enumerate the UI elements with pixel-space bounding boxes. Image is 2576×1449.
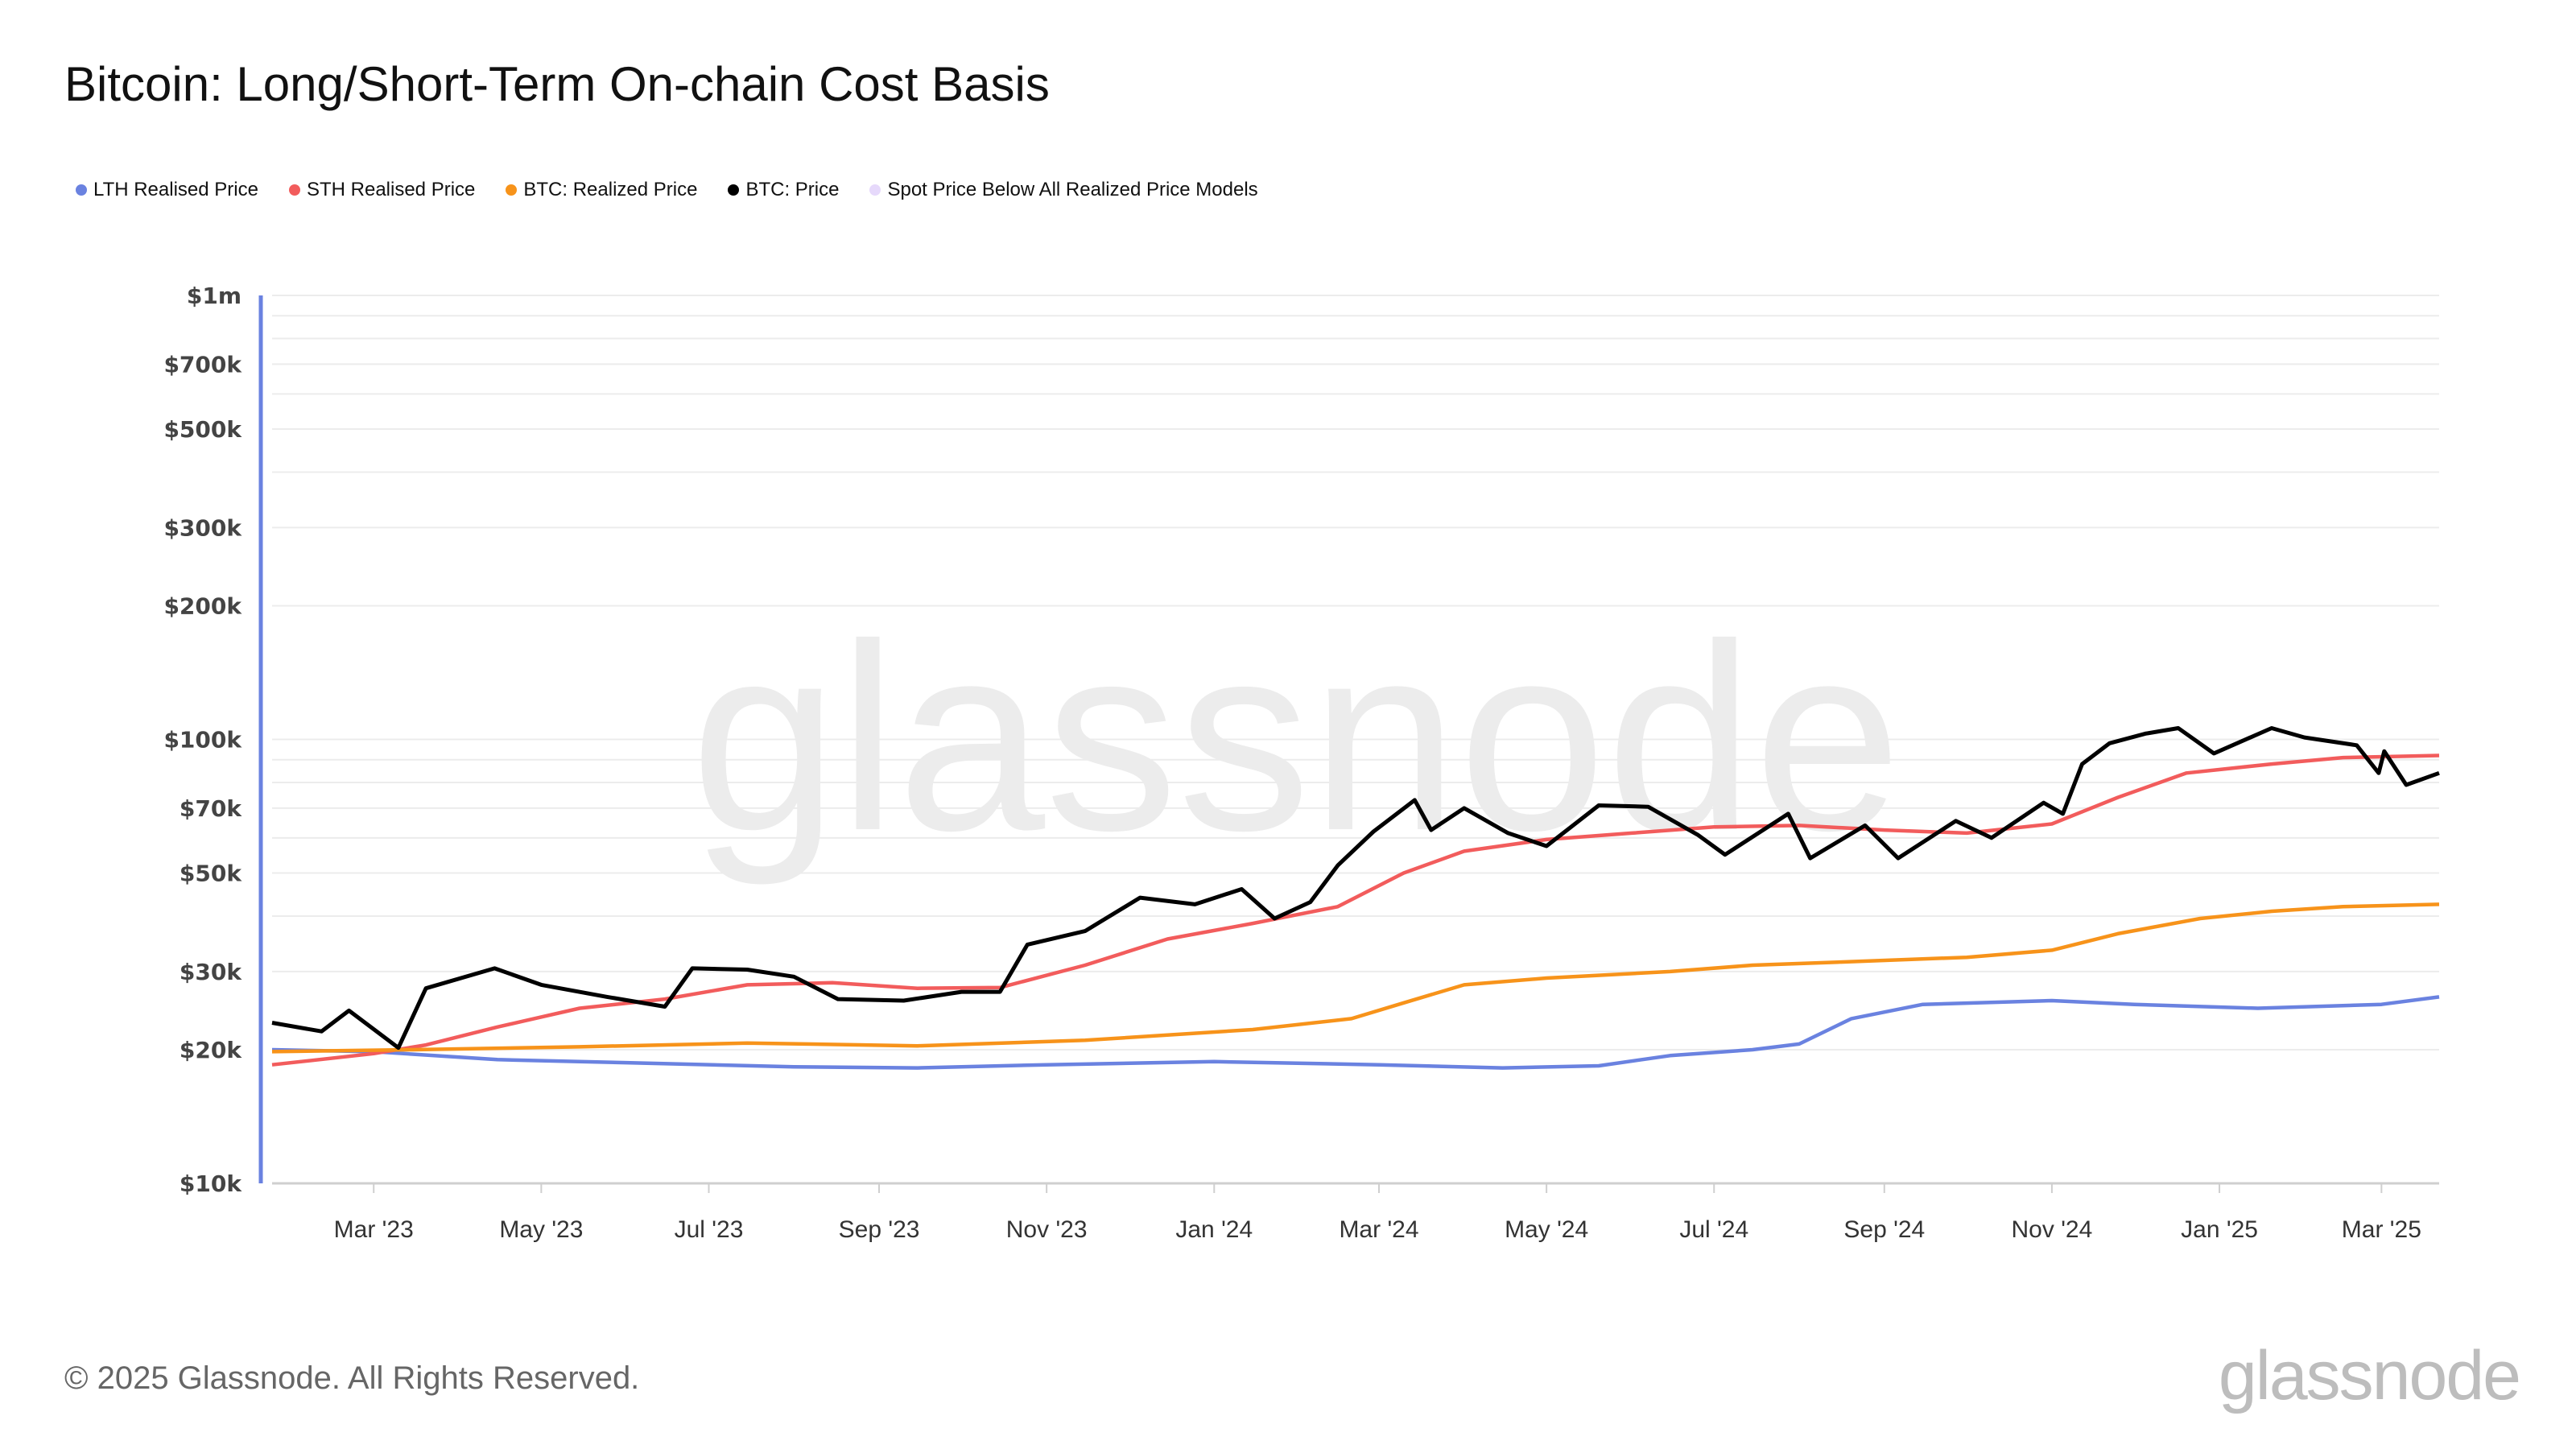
- legend-label: Spot Price Below All Realized Price Mode…: [887, 179, 1258, 200]
- legend-item[interactable]: STH Realised Price: [288, 179, 476, 201]
- series-line-btc-realized-price: [271, 902, 2440, 1054]
- legend-label: LTH Realised Price: [93, 179, 258, 200]
- y-tick-label: $10k: [180, 1170, 242, 1197]
- y-tick-label: $300k: [163, 514, 242, 541]
- legend-dot-icon: [288, 184, 300, 196]
- y-tick-label: $200k: [163, 592, 242, 619]
- x-tick-label: Sep '23: [839, 1216, 920, 1243]
- x-tick-label: Nov '24: [2012, 1216, 2093, 1243]
- legend-dot-icon: [728, 184, 740, 196]
- series-line-lth-realised-price: [271, 995, 2440, 1070]
- x-tick-label: Nov '23: [1006, 1216, 1088, 1243]
- x-tick-label: Jan '24: [1175, 1216, 1253, 1243]
- series-line-sth-realised-price: [271, 753, 2440, 1067]
- x-tick-label: May '23: [499, 1216, 583, 1243]
- y-tick-label: $100k: [163, 727, 242, 753]
- legend-dot-icon: [76, 184, 87, 196]
- watermark: glassnode: [691, 588, 1902, 887]
- x-tick-label: Jul '23: [675, 1216, 744, 1243]
- y-tick-label: $30k: [180, 959, 242, 985]
- legend-item[interactable]: Spot Price Below All Realized Price Mode…: [869, 179, 1258, 201]
- series-line-btc-price: [271, 726, 2440, 1051]
- x-tick-label: Jan '25: [2181, 1216, 2258, 1243]
- y-tick-label: $50k: [180, 861, 242, 887]
- x-tick-label: May '24: [1505, 1216, 1588, 1243]
- x-tick-label: Jul '24: [1679, 1216, 1748, 1243]
- copyright: © 2025 Glassnode. All Rights Reserved.: [64, 1360, 640, 1396]
- y-tick-label: $20k: [180, 1037, 242, 1063]
- y-tick-label: $500k: [163, 416, 242, 443]
- glassnode-logo: glassnode: [2218, 1337, 2521, 1414]
- x-tick-label: Sep '24: [1843, 1216, 1925, 1243]
- y-tick-label: $70k: [180, 795, 242, 822]
- legend-item[interactable]: LTH Realised Price: [76, 179, 258, 201]
- y-tick-label: $1m: [187, 283, 242, 309]
- x-tick-label: Mar '25: [2342, 1216, 2421, 1243]
- legend-label: STH Realised Price: [306, 179, 476, 200]
- legend-label: BTC: Price: [745, 179, 840, 200]
- legend-dot-icon: [869, 184, 881, 196]
- y-tick-label: $700k: [163, 351, 242, 378]
- chart-title: Bitcoin: Long/Short-Term On-chain Cost B…: [64, 57, 1050, 111]
- legend-label: BTC: Realized Price: [523, 179, 698, 200]
- x-tick-label: Mar '23: [334, 1216, 414, 1243]
- legend: LTH Realised Price STH Realised Price BTC:…: [76, 179, 1258, 201]
- legend-item[interactable]: BTC: Price: [728, 179, 839, 201]
- legend-dot-icon: [506, 184, 518, 196]
- legend-item[interactable]: BTC: Realized Price: [506, 179, 697, 201]
- x-tick-label: Mar '24: [1339, 1216, 1418, 1243]
